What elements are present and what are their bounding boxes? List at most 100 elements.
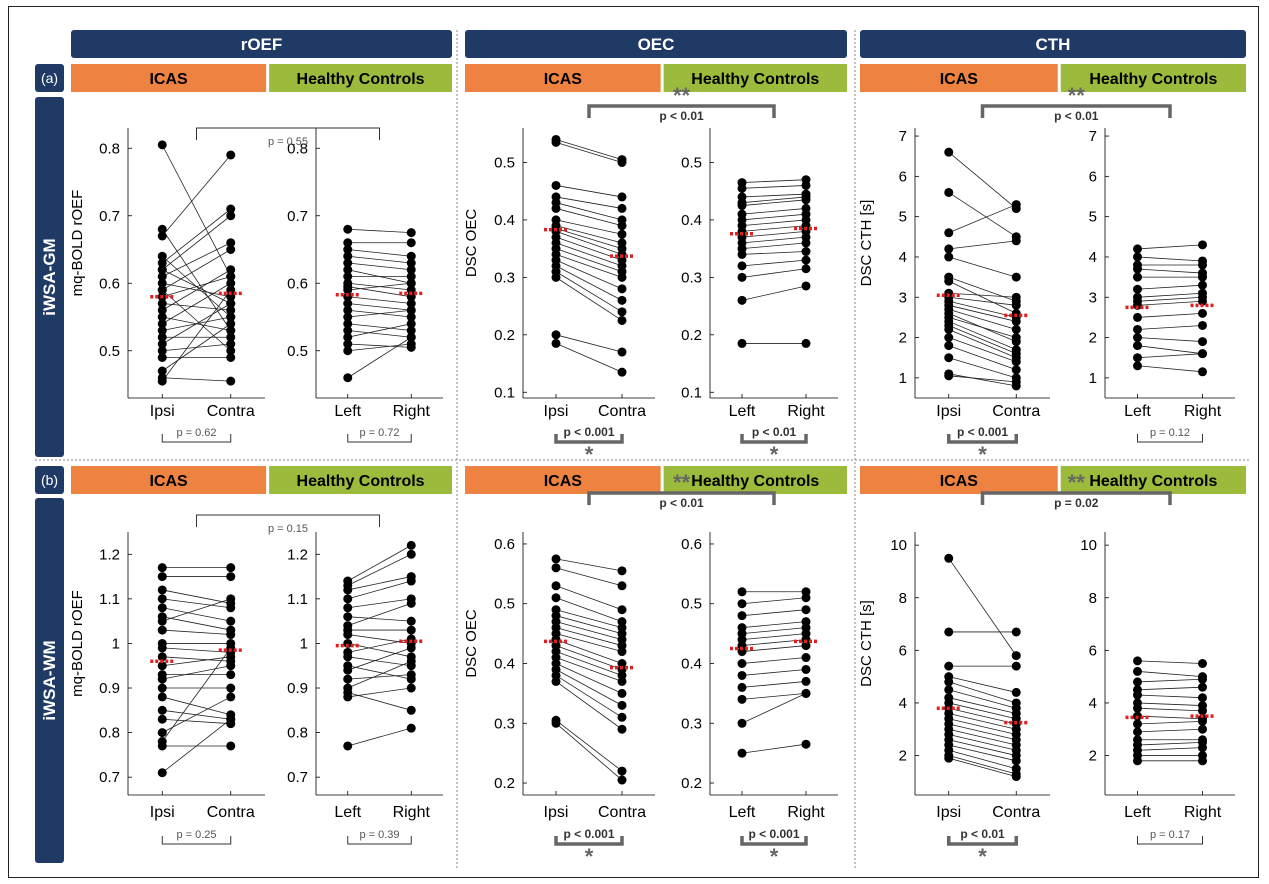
subject-line [741, 268, 807, 278]
subject-line [948, 744, 1017, 762]
metric-header-label: OEC [638, 35, 675, 54]
subject-line [948, 755, 1017, 775]
data-point [157, 339, 167, 349]
data-point [1011, 627, 1021, 637]
subject-line [162, 215, 231, 271]
data-point [617, 581, 627, 591]
group-bar-icas [71, 64, 267, 92]
subject-line [555, 669, 623, 706]
group-bar-icas [860, 64, 1058, 92]
subject-line [162, 269, 231, 304]
group-label-hc: Healthy Controls [297, 71, 425, 88]
data-point [801, 664, 811, 674]
data-point [801, 593, 811, 603]
data-point [157, 594, 167, 604]
subject-line [741, 621, 807, 629]
data-point [343, 373, 353, 383]
data-point [737, 682, 747, 692]
x-tick-label: Left [1124, 804, 1151, 821]
subject-line [162, 665, 231, 680]
data-point [157, 741, 167, 751]
y-tick-label: 6 [1089, 168, 1097, 185]
subject-line [741, 743, 807, 754]
data-point [801, 264, 811, 274]
data-point [1011, 661, 1021, 671]
data-point [1198, 296, 1207, 306]
subject-line [347, 727, 412, 747]
subject-line [162, 629, 231, 635]
y-tick-label: 2 [899, 748, 907, 765]
data-point [157, 299, 167, 308]
subject-line [555, 639, 623, 664]
within-bracket [554, 434, 624, 444]
subject-line [162, 656, 231, 667]
x-tick-label: Contra [992, 403, 1040, 420]
data-point [226, 319, 236, 329]
metric-header-oec [465, 30, 847, 58]
data-point [617, 315, 627, 325]
data-point [226, 312, 236, 322]
y-tick-label: 0.6 [494, 536, 515, 553]
data-point [226, 299, 236, 308]
group-bar-hc [1060, 64, 1246, 92]
group-bar-hc [269, 64, 452, 92]
subject-line [1137, 686, 1203, 691]
subject-line [555, 681, 623, 730]
y-tick-label: 0.5 [681, 154, 702, 171]
subject-line [347, 343, 412, 348]
y-tick-label: 1 [1089, 370, 1097, 387]
data-point [226, 563, 236, 573]
data-point [157, 376, 167, 386]
data-point [157, 305, 167, 315]
within-significance-stars: * [978, 844, 987, 869]
data-point [617, 766, 627, 776]
data-point [343, 638, 353, 648]
data-point [343, 312, 353, 322]
group-label-icas: ICAS [149, 473, 188, 490]
y-tick-label: 0.8 [287, 140, 308, 157]
data-point [551, 180, 561, 190]
data-point [737, 587, 747, 597]
subject-line [555, 651, 623, 676]
y-axis-label: mq-BOLD rOEF [69, 590, 86, 697]
data-point [343, 272, 353, 281]
data-point [1133, 312, 1142, 322]
subject-line [347, 303, 412, 311]
data-point [617, 688, 627, 698]
group-bar-hc [663, 64, 847, 92]
data-point [551, 554, 561, 564]
x-tick-label: Left [334, 403, 361, 420]
data-point [737, 670, 747, 680]
data-point [737, 272, 747, 282]
data-point [226, 204, 236, 214]
within-bracket [1137, 434, 1203, 443]
data-point [737, 249, 747, 259]
subject-line [741, 597, 807, 605]
subject-line [347, 545, 412, 582]
subject-line [948, 317, 1017, 338]
y-tick-label: 10 [1080, 537, 1097, 554]
figure-frame [8, 6, 1259, 878]
subject-line [741, 692, 807, 700]
subject-line [741, 251, 807, 255]
data-point [1133, 666, 1142, 676]
subject-line [1137, 720, 1203, 725]
within-bracket [347, 836, 412, 845]
x-tick-label: Ipsi [544, 403, 569, 420]
subject-line [555, 139, 623, 160]
data-point [737, 599, 747, 609]
data-point [226, 594, 236, 604]
subject-line [555, 609, 623, 629]
subject-line [741, 236, 807, 244]
subject-line [1137, 337, 1203, 342]
x-tick-label: Contra [598, 804, 646, 821]
y-tick-label: 8 [1089, 590, 1097, 607]
within-significance-stars: * [978, 442, 987, 467]
y-tick-label: 5 [1089, 209, 1097, 226]
panel-healthy-controls: 0.7 0.8 0.9 1 1.1 1.2 Left Right p = 0.39 [287, 532, 443, 845]
data-point [157, 272, 167, 281]
data-point [157, 705, 167, 715]
panel-healthy-controls: 0.5 0.6 0.7 0.8 Left Right p = 0.72 [287, 128, 443, 443]
x-tick-label: Left [334, 804, 361, 821]
panel-icas: 0.2 0.3 0.4 0.5 0.6 Ipsi Contra p < 0.001 * [494, 532, 655, 869]
